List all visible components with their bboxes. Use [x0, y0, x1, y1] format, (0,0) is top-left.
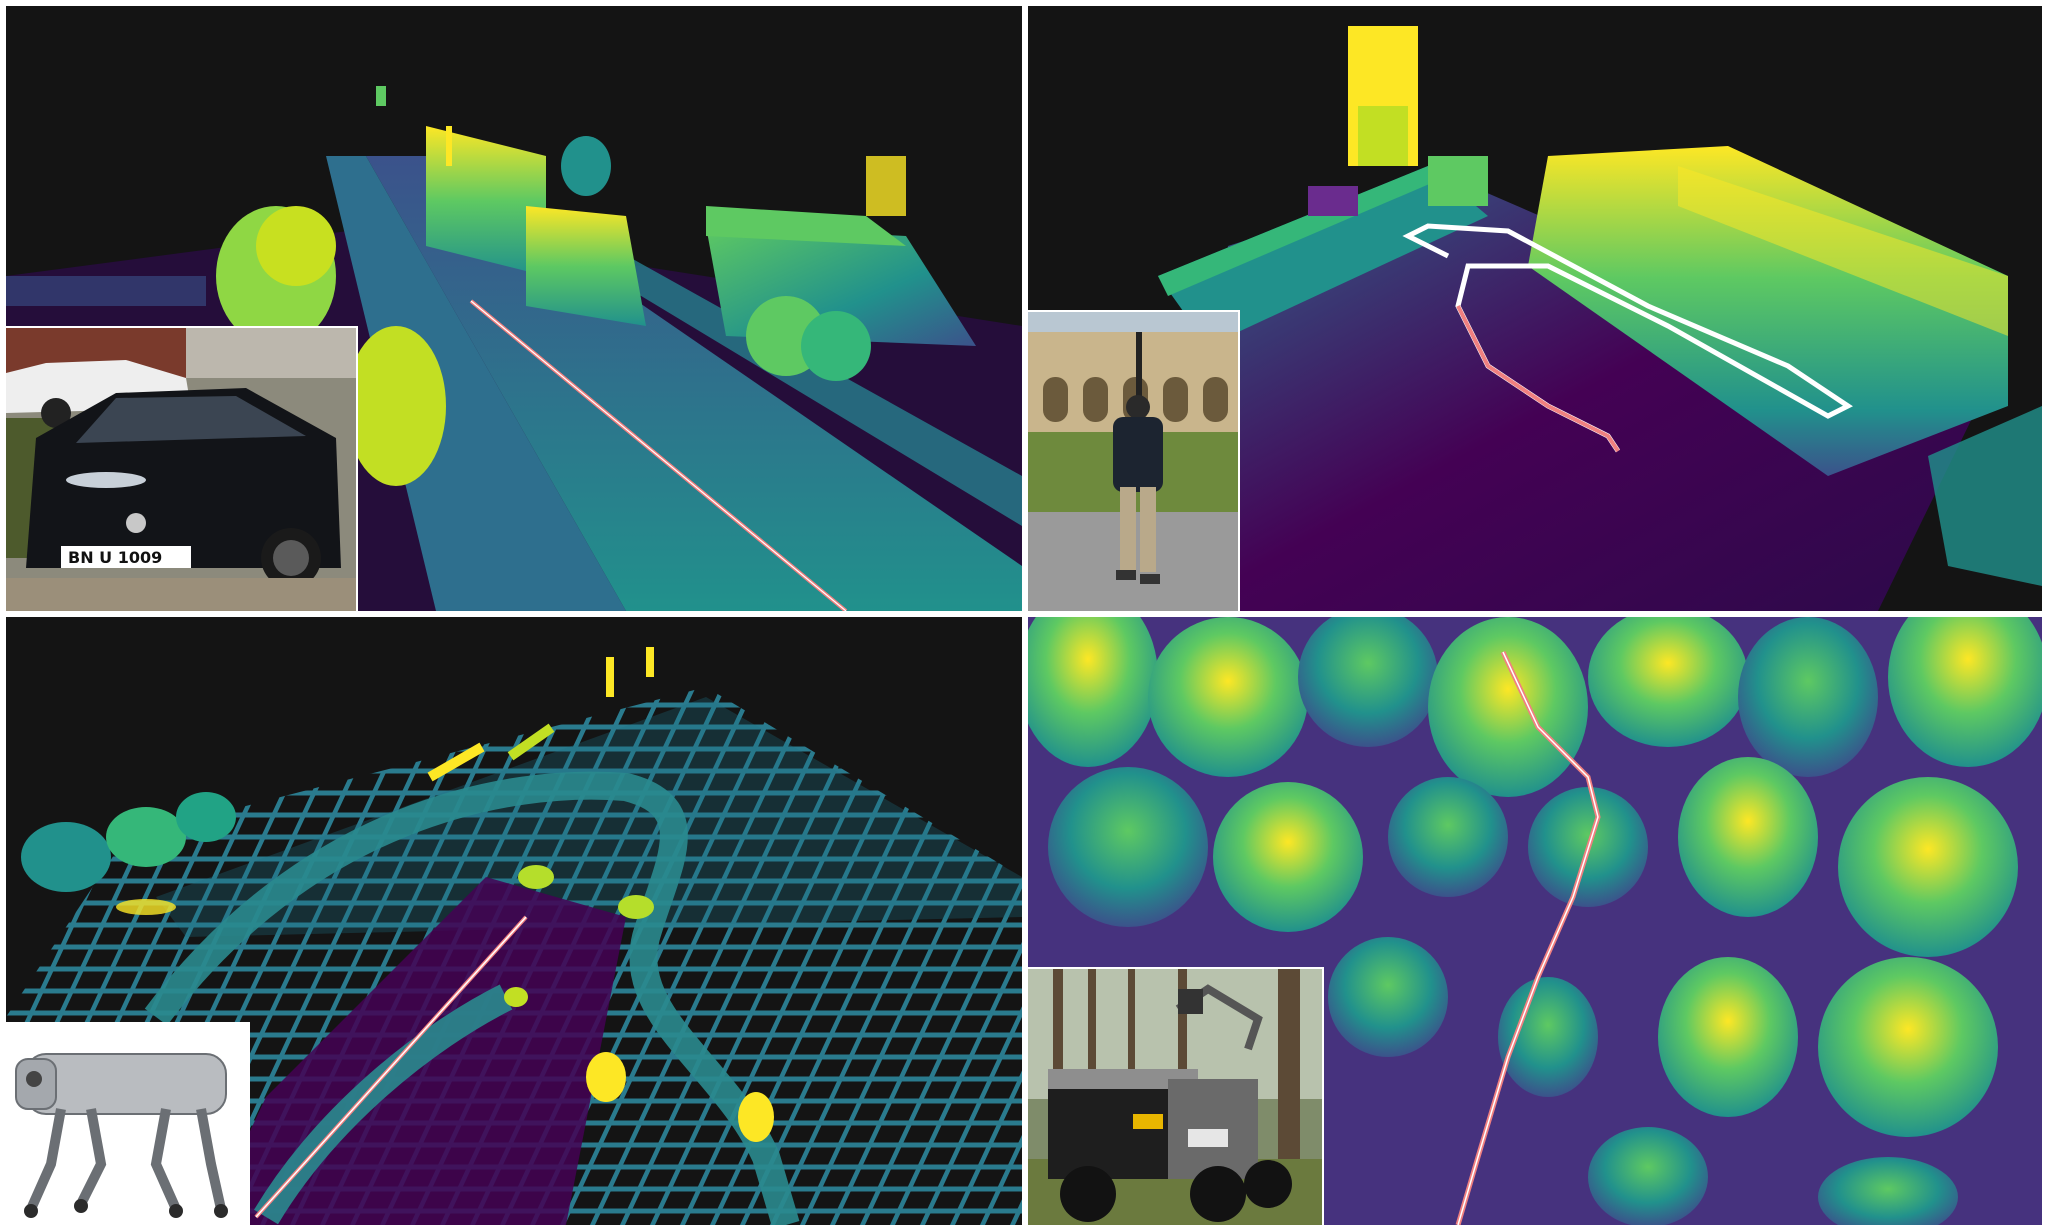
handheld-operator: [1113, 332, 1163, 584]
car-license-plate: BN U 1009: [68, 548, 162, 567]
trajectory-ground-truth: [470, 300, 847, 611]
quad-point-cloud: [1158, 26, 2042, 611]
inset-quadruped-robot-photo: [6, 1022, 250, 1225]
trajectory-estimate: [1456, 305, 1620, 453]
inset-handheld-operator-photo: [1028, 310, 1240, 611]
building: [426, 126, 546, 276]
inset-forest-vehicle-photo: [1028, 967, 1324, 1225]
trajectory-ground-truth: [1457, 651, 1599, 1225]
trajectory-ground-truth: [255, 916, 527, 1218]
inset-car-photo: BN U 1009: [6, 326, 358, 611]
parking-point-cloud: [6, 647, 1022, 1225]
panel-forest: [1028, 617, 2042, 1225]
panel-urban-street: BN U 1009: [6, 6, 1022, 611]
forest-canopy: [1028, 617, 2042, 1225]
forest-point-cloud: [1028, 617, 2042, 1225]
forest-vehicle: [1048, 984, 1292, 1222]
panel-parking-lot: [6, 617, 1022, 1225]
college-building: [1528, 146, 2008, 476]
tree: [21, 822, 111, 892]
panel-college-quad: [1028, 6, 2042, 611]
